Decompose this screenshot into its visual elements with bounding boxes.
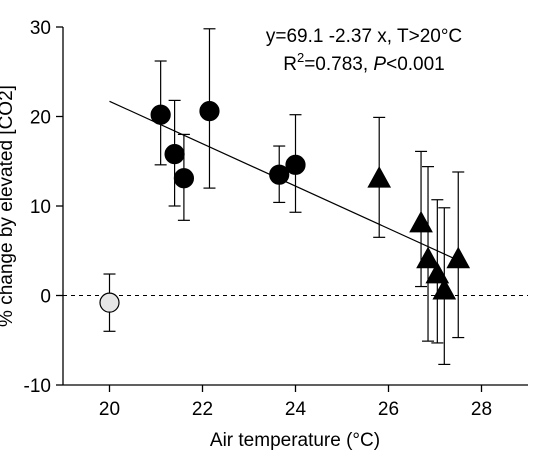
x-tick-label: 24 <box>285 399 307 420</box>
circle-marker <box>269 164 290 185</box>
triangle-marker <box>367 166 392 188</box>
circle-marker <box>164 143 185 165</box>
triangle-marker <box>409 210 433 233</box>
axis-ticks: 20 22 24 26 28 -10 0 10 20 30 <box>24 18 493 420</box>
fit-line <box>109 100 468 266</box>
open-circle-marker <box>99 292 120 313</box>
triangle-marker <box>446 246 471 269</box>
y-tick-label: 30 <box>30 18 51 39</box>
triangle-marker <box>416 246 440 269</box>
stats-annotation: R2=0.783, P<0.001 <box>283 50 445 75</box>
x-tick-label: 20 <box>99 399 120 420</box>
x-tick-label: 28 <box>471 399 492 420</box>
error-bars <box>103 28 465 366</box>
x-axis-title: Air temperature (°C) <box>210 430 380 451</box>
triangle-marker <box>432 277 457 300</box>
y-tick-label: 0 <box>40 287 51 308</box>
y-axis-title: % change by elevated [CO2] <box>0 85 17 327</box>
triangle-marker <box>425 261 450 284</box>
x-tick-label: 22 <box>192 399 213 420</box>
regression-line <box>109 100 468 266</box>
circle-marker <box>150 104 171 125</box>
y-tick-label: 20 <box>30 108 51 129</box>
x-tick-label: 26 <box>378 399 399 420</box>
equation-annotation: y=69.1 -2.37 x, T>20°C <box>266 26 462 47</box>
y-tick-label: -10 <box>24 376 51 397</box>
circle-marker <box>199 101 220 122</box>
y-tick-label: 10 <box>30 197 51 218</box>
data-markers <box>99 101 471 313</box>
circle-marker <box>173 168 194 189</box>
circle-marker <box>285 154 306 175</box>
